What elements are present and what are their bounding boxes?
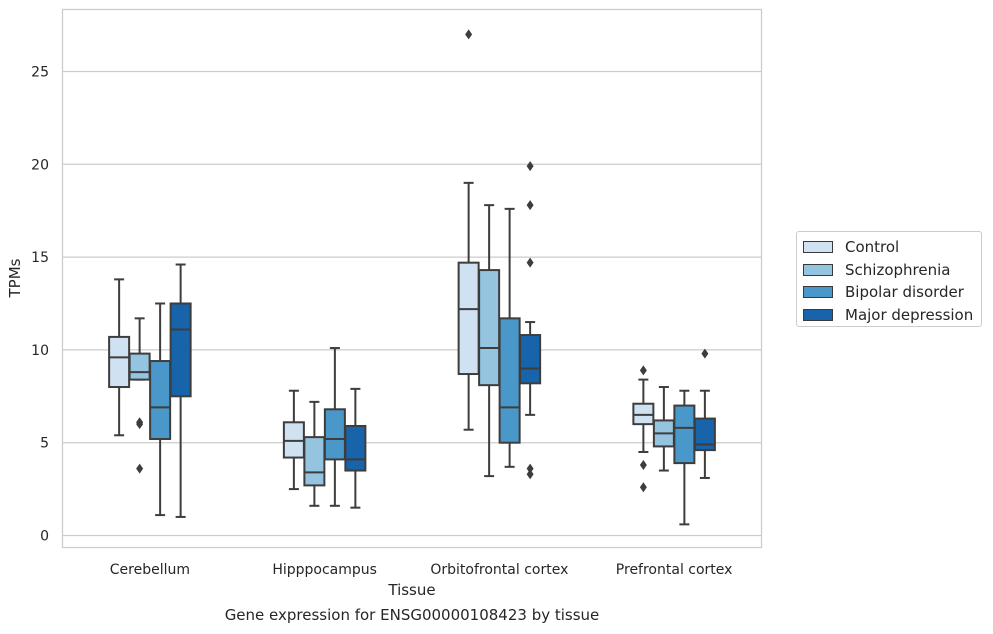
outlier-point [136,419,144,430]
y-tick-label-0: 0 [40,529,49,545]
legend-item-schizophrenia: Schizophrenia [803,259,981,282]
outlier-point [136,463,144,474]
legend-swatch [803,308,833,321]
x-tick-labels: Cerebellum Hipppocampus Orbitofrontal cort… [110,562,733,578]
y-tick-label-25: 25 [31,65,49,81]
box-bipolar-disorder-3 [673,389,696,526]
y-tick-label-10: 10 [31,343,49,359]
x-tick-label: Hipppocampus [272,562,377,578]
box-major-depression-3 [693,348,716,479]
grid-lines [62,70,762,537]
y-tick-labels: 0 5 10 15 20 25 [31,65,49,545]
box-schizophrenia-1 [303,400,326,507]
box-control-0 [108,278,131,437]
y-tick-label-15: 15 [31,250,49,266]
box-control-2 [457,29,480,431]
x-tick-label: Orbitofrontal cortex [430,562,568,578]
box-control-3 [632,365,655,493]
box-iqr [149,360,172,440]
box-bipolar-disorder-2 [498,207,521,468]
outlier-point [526,469,534,480]
figure-caption: Gene expression for ENSG00000108423 by t… [224,606,600,624]
box-schizophrenia-2 [478,204,501,478]
box-iqr [478,269,501,387]
legend-item-bipolar-disorder: Bipolar disorder [803,281,981,304]
outlier-point [639,459,647,470]
outlier-point [526,200,534,211]
y-tick-label-20: 20 [31,157,49,173]
x-tick-label: Cerebellum [110,562,190,578]
x-tick-label: Prefrontal cortex [616,562,733,578]
legend-swatch [803,241,833,254]
box-schizophrenia-3 [652,386,675,472]
legend-swatch [803,286,833,299]
legend-label: Schizophrenia [845,260,951,279]
box-iqr [169,302,192,398]
box-iqr [519,334,542,385]
legend-item-control: Control [803,236,981,259]
legend-label: Major depression [845,305,974,324]
legend-label: Control [845,238,900,257]
outlier-point [701,348,709,359]
box-iqr [693,417,716,452]
y-axis-label: TPMs [6,258,24,298]
outlier-point [526,161,534,172]
box-iqr [673,404,696,465]
box-iqr [323,408,346,461]
box-bipolar-disorder-0 [149,302,172,517]
legend-item-major-depression: Major depression [803,304,981,327]
box-major-depression-0 [169,263,192,518]
outlier-point [465,29,473,40]
plot-area-frame [61,8,763,549]
box-iqr [108,335,131,389]
box-iqr [303,436,326,487]
outlier-point [639,482,647,493]
box-bipolar-disorder-1 [323,347,346,507]
x-axis-label: Tissue [387,581,435,599]
box-iqr [344,424,367,472]
box-iqr [498,317,521,444]
y-tick-label-5: 5 [40,436,49,452]
box-schizophrenia-0 [128,317,151,474]
legend: Control Schizophrenia Bipolar disorder Majo… [796,231,982,327]
box-major-depression-2 [519,161,542,480]
legend-label: Bipolar disorder [845,283,964,302]
box-control-1 [282,389,305,491]
outlier-point [526,257,534,268]
outlier-point [639,365,647,376]
outlier-point [526,463,534,474]
box-series [108,29,716,526]
box-major-depression-1 [344,387,367,509]
legend-swatch [803,263,833,276]
box-iqr [457,261,480,376]
box-iqr [128,352,151,381]
